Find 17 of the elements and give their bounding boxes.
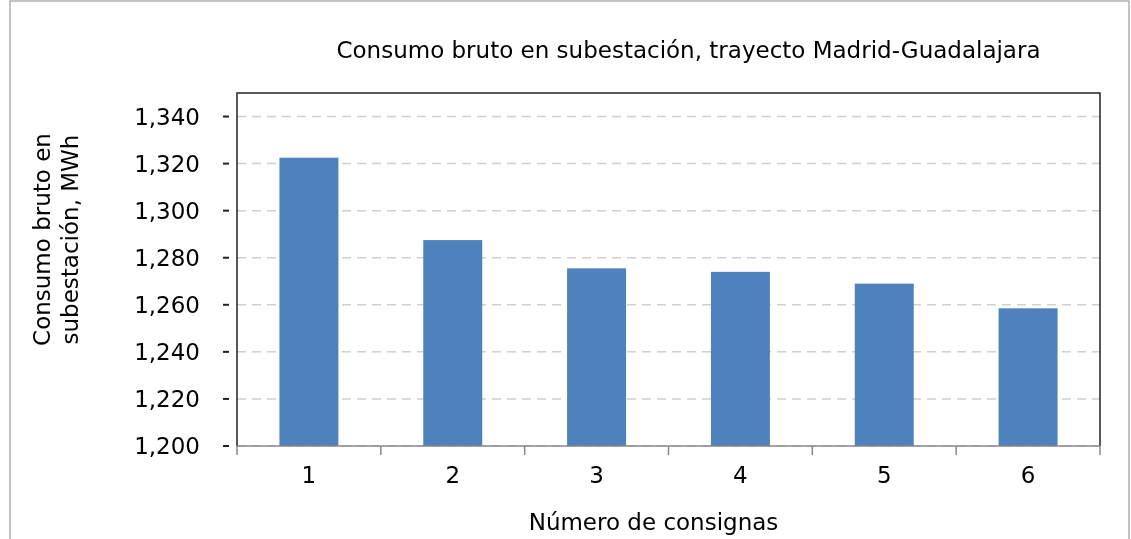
y-axis-title: Consumo bruto en subestación, MWh [29, 133, 83, 346]
x-tick-label: 2 [445, 462, 461, 488]
y-tick-label: 1,240 [134, 338, 200, 365]
y-tick-label: 1,320 [134, 150, 200, 177]
x-tick-label: 6 [1020, 462, 1036, 488]
y-tick-label: 1,340 [134, 103, 200, 130]
x-tick-label: 1 [301, 462, 317, 488]
y-tick-label: 1,280 [134, 244, 200, 271]
x-tick-label: 4 [733, 462, 748, 488]
x-axis-title: Número de consignas [528, 509, 779, 535]
x-tick-label: 3 [589, 462, 604, 488]
y-tick-label: 1,260 [134, 291, 200, 318]
y-tick-label: 1,220 [134, 385, 200, 412]
y-tick-label: 1,300 [134, 197, 200, 224]
x-tick-label: 5 [876, 462, 892, 488]
chart-title: Consumo bruto en subestación, trayecto Madrid-Guadalajara [336, 37, 1041, 63]
y-tick-label: 1,200 [134, 433, 200, 460]
